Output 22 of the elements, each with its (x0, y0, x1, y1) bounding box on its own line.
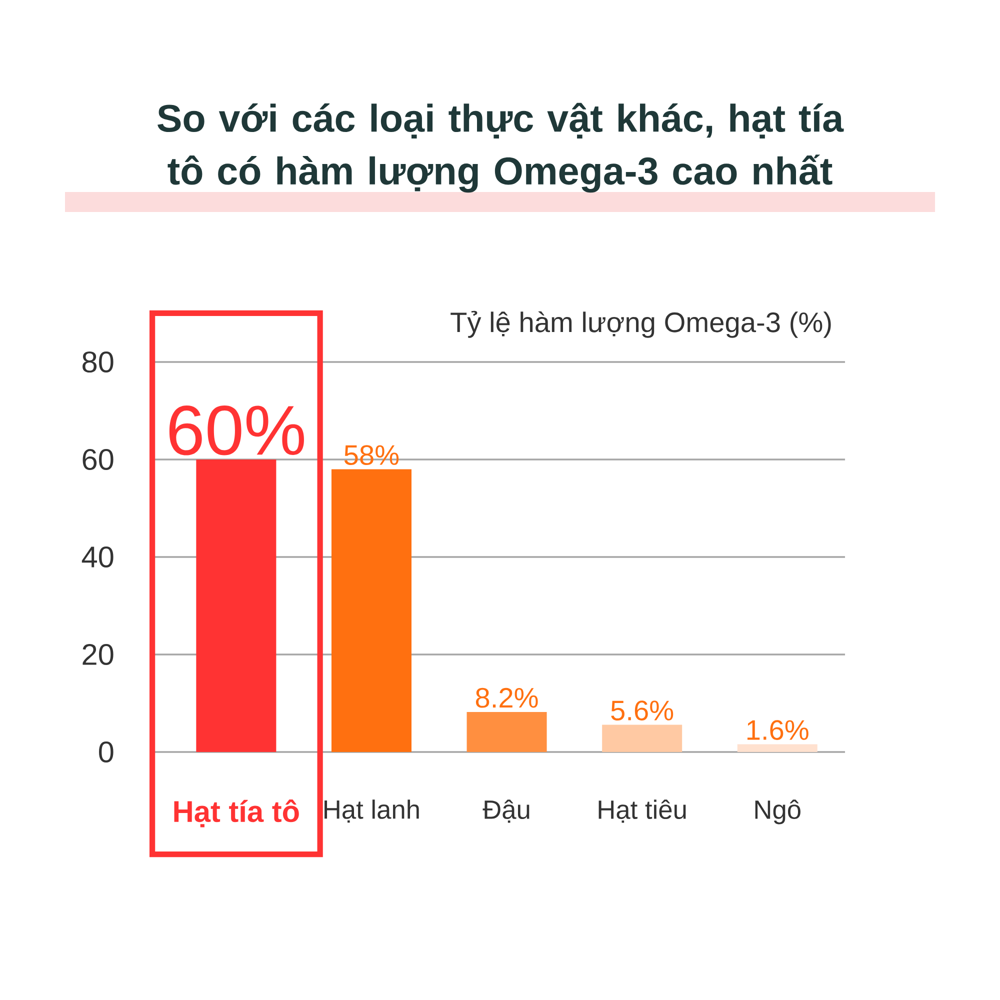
bar (737, 744, 818, 752)
y-tick-label: 60 (82, 448, 114, 470)
x-tick-label: Hạt lanh (324, 800, 419, 823)
y-tick-label: 80 (82, 351, 114, 373)
chart-title: So với các loại thực vật khác, hạt tía tô có hàm lượng Omega-3 cao nhất (158, 102, 844, 193)
data-label: 5.6% (611, 700, 674, 720)
bar (466, 712, 547, 752)
y-tick-label: 20 (82, 644, 114, 666)
x-tick-label: Hạt tía tô (174, 800, 299, 828)
x-tick-label: Đậu (482, 800, 530, 823)
data-label: 60% (169, 406, 304, 456)
y-axis-title: Tỷ lệ hàm lượng Omega-3 (%) (450, 310, 831, 338)
bar (602, 724, 682, 752)
y-tick-label: 40 (82, 546, 114, 568)
bar (196, 460, 276, 752)
data-label: 8.2% (476, 688, 538, 708)
data-label: 58% (344, 445, 399, 466)
y-tick-label: 0 (99, 741, 114, 763)
x-tick-label: Ngô (755, 800, 800, 824)
bar (331, 469, 412, 752)
x-tick-label: Hạt tiêu (598, 800, 686, 823)
data-label: 1.6% (747, 720, 808, 740)
